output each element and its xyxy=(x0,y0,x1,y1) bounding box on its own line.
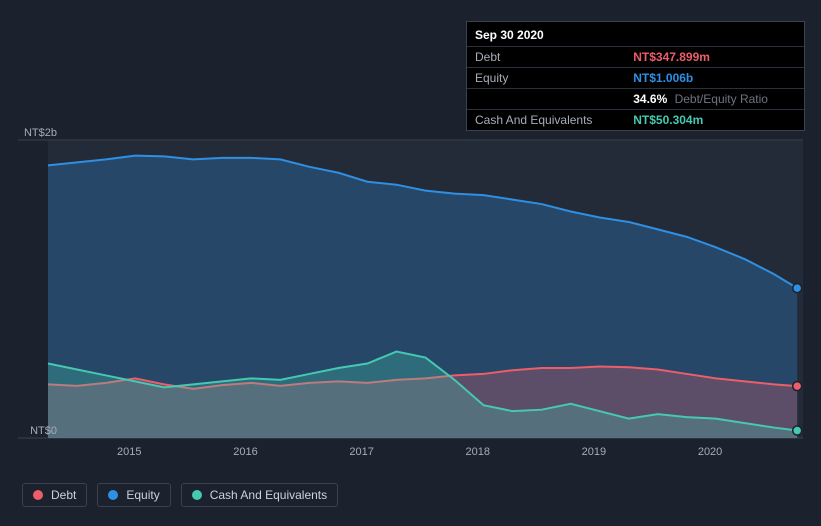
tooltip-row-value: NT$1.006b xyxy=(625,68,804,89)
y-axis-label: NT$0 xyxy=(30,425,57,437)
tooltip-table: DebtNT$347.899mEquityNT$1.006b34.6% Debt… xyxy=(467,47,804,130)
legend-label: Equity xyxy=(126,488,159,502)
chart-tooltip: Sep 30 2020 DebtNT$347.899mEquityNT$1.00… xyxy=(466,21,805,131)
legend-label: Cash And Equivalents xyxy=(210,488,327,502)
debt-equity-chart: NT$2b NT$0 2015 2016 2017 2018 2019 2020 xyxy=(18,120,803,475)
y-axis-label: NT$2b xyxy=(24,127,57,139)
tooltip-date: Sep 30 2020 xyxy=(467,22,804,47)
legend-dot xyxy=(192,490,202,500)
x-axis-label: 2018 xyxy=(466,446,490,458)
x-axis-label: 2019 xyxy=(582,446,606,458)
tooltip-row-label: Equity xyxy=(467,68,625,89)
x-axis-label: 2017 xyxy=(349,446,373,458)
legend-dot xyxy=(108,490,118,500)
tooltip-row-label: Debt xyxy=(467,47,625,68)
legend-item-cash[interactable]: Cash And Equivalents xyxy=(181,483,338,507)
x-axis-label: 2015 xyxy=(117,446,141,458)
legend-item-debt[interactable]: Debt xyxy=(22,483,87,507)
tooltip-row-value: NT$347.899m xyxy=(625,47,804,68)
tooltip-row-value: 34.6% Debt/Equity Ratio xyxy=(625,89,804,110)
chart-legend: Debt Equity Cash And Equivalents xyxy=(22,483,338,507)
x-axis-label: 2020 xyxy=(698,446,722,458)
chart-svg xyxy=(18,120,803,460)
legend-dot xyxy=(33,490,43,500)
legend-item-equity[interactable]: Equity xyxy=(97,483,170,507)
tooltip-row-label xyxy=(467,89,625,110)
x-axis-label: 2016 xyxy=(233,446,257,458)
legend-label: Debt xyxy=(51,488,76,502)
